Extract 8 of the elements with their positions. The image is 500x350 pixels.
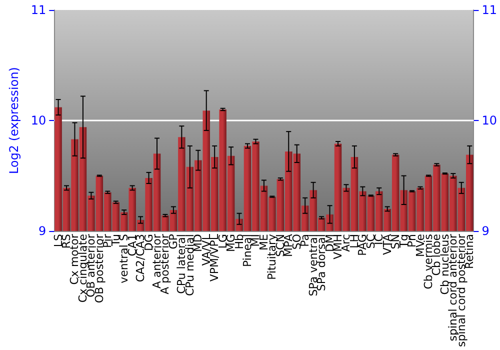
y2-tick-label: 11 bbox=[482, 3, 498, 17]
y-tick-label: 9 bbox=[38, 224, 46, 238]
y-tick-label: 10 bbox=[30, 114, 46, 128]
x-tick-label: Pituitary bbox=[266, 234, 279, 280]
y2-tick-label: 9 bbox=[482, 224, 490, 238]
y-axis-title: Log2 (expression) bbox=[7, 67, 21, 174]
y-tick-label: 11 bbox=[30, 3, 46, 17]
y2-tick-label: 10 bbox=[482, 114, 498, 128]
